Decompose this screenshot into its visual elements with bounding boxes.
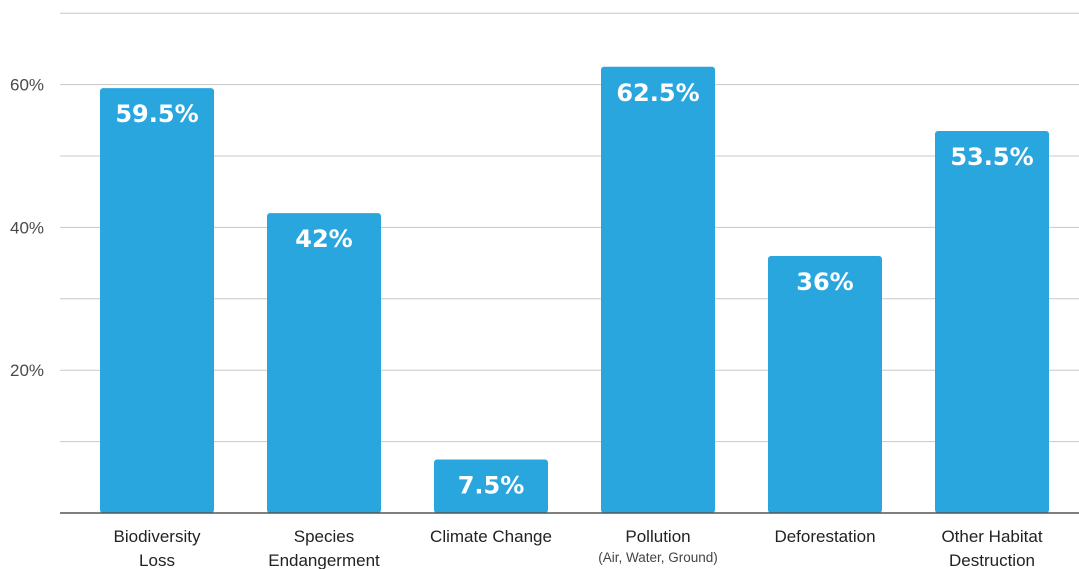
x-axis-labels: Biodiversity Loss Species Endangerment Clima…	[114, 527, 1043, 569]
bar	[601, 66, 715, 513]
bar-value-label: 36%	[796, 268, 853, 296]
x-tick-label: Biodiversity	[114, 527, 201, 546]
x-tick-label: Climate Change	[430, 527, 552, 546]
bar-value-label: 59.5%	[115, 100, 198, 128]
x-tick-label: Endangerment	[268, 551, 380, 569]
y-tick-label: 40%	[10, 218, 44, 237]
bar	[935, 131, 1049, 513]
grid-lines	[60, 12, 1079, 443]
bar-value-label: 53.5%	[950, 143, 1033, 171]
x-tick-sublabel: (Air, Water, Ground)	[598, 550, 718, 565]
x-tick-label: Deforestation	[774, 527, 875, 546]
x-tick-label: Other Habitat	[941, 527, 1042, 546]
bar-value-label: 42%	[295, 225, 352, 253]
x-tick-label: Species	[294, 527, 354, 546]
bar-value-label: 62.5%	[616, 79, 699, 107]
bar	[267, 213, 381, 513]
bar	[100, 88, 214, 514]
x-tick-label: Pollution	[625, 527, 690, 546]
y-axis-ticks: 20% 40% 60%	[10, 76, 44, 381]
x-tick-label: Loss	[139, 551, 175, 569]
y-tick-label: 20%	[10, 361, 44, 380]
y-tick-label: 60%	[10, 76, 44, 95]
bars	[100, 66, 1049, 514]
x-tick-label: Destruction	[949, 551, 1035, 569]
bar	[768, 255, 882, 513]
bar	[434, 459, 548, 513]
value-labels: 59.5% 42% 7.5% 62.5% 36% 53.5%	[115, 79, 1033, 500]
bar-value-label: 7.5%	[458, 471, 525, 499]
